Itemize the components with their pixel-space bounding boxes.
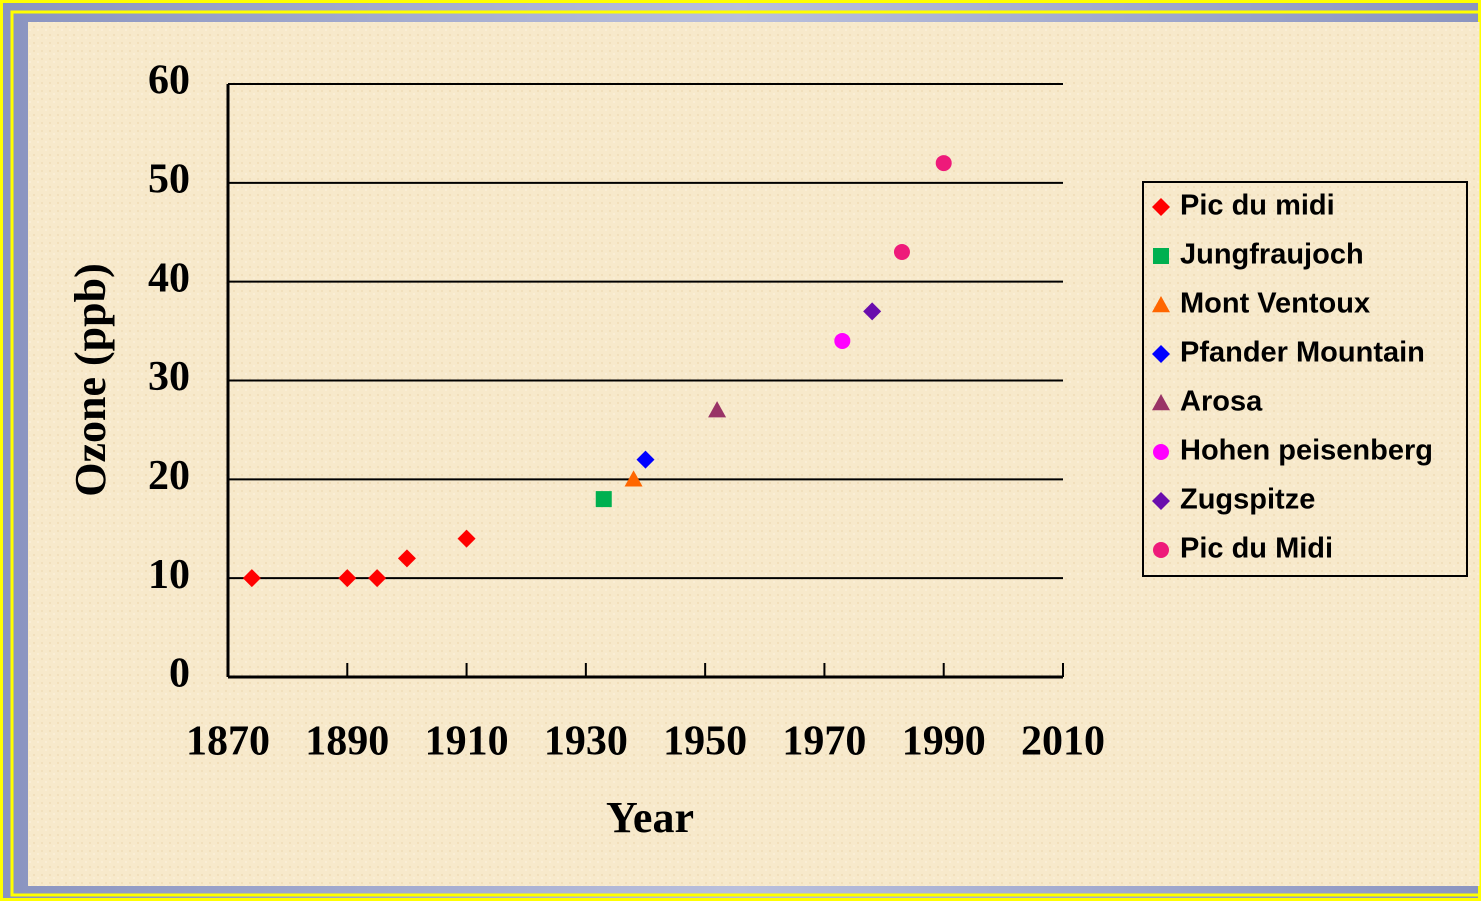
marker [1152, 345, 1170, 363]
legend-label: Pic du midi [1180, 190, 1335, 222]
y-tick-label: 0 [169, 651, 190, 697]
marker [1153, 248, 1169, 264]
marker [242, 569, 261, 588]
x-tick-label: 1890 [305, 719, 389, 765]
y-tick-label: 20 [148, 453, 190, 499]
y-tick-label: 50 [148, 156, 190, 202]
plot-background [28, 22, 1481, 886]
marker [893, 244, 910, 261]
x-tick-label: 1990 [902, 719, 986, 765]
marker [397, 549, 416, 568]
legend-label: Arosa [1180, 386, 1263, 418]
marker [1152, 394, 1170, 411]
y-axis-label: Ozone (ppb) [66, 263, 115, 496]
legend-box [1142, 181, 1468, 577]
marker [1152, 492, 1170, 510]
legend-label: Zugspitze [1180, 484, 1315, 516]
legend-label: Mont Ventoux [1180, 288, 1370, 320]
frame-inner [10, 10, 1481, 897]
x-tick-label: 1870 [186, 719, 270, 765]
marker [624, 470, 643, 487]
x-tick-label: 1950 [663, 719, 747, 765]
x-tick-label: 2010 [1021, 719, 1105, 765]
x-tick-label: 1970 [782, 719, 866, 765]
marker [338, 569, 357, 588]
y-tick-label: 10 [148, 552, 190, 598]
marker [1152, 198, 1170, 216]
marker [708, 401, 727, 418]
marker [1152, 296, 1170, 313]
y-tick-label: 30 [148, 354, 190, 400]
x-axis-label: Year [606, 793, 694, 842]
legend-label: Pfander Mountain [1180, 337, 1425, 369]
y-tick-label: 60 [148, 58, 190, 104]
marker [595, 491, 612, 508]
marker [636, 450, 655, 469]
marker [863, 302, 882, 321]
marker [834, 332, 851, 349]
marker [1153, 444, 1169, 460]
marker [457, 529, 476, 548]
marker [1153, 542, 1169, 558]
legend-label: Pic du Midi [1180, 533, 1333, 565]
x-tick-label: 1930 [544, 719, 628, 765]
y-tick-label: 40 [148, 255, 190, 301]
x-tick-label: 1910 [425, 719, 509, 765]
marker [935, 155, 952, 172]
marker [368, 569, 387, 588]
legend-label: Jungfraujoch [1180, 239, 1364, 271]
legend-label: Hohen peisenberg [1180, 435, 1433, 467]
